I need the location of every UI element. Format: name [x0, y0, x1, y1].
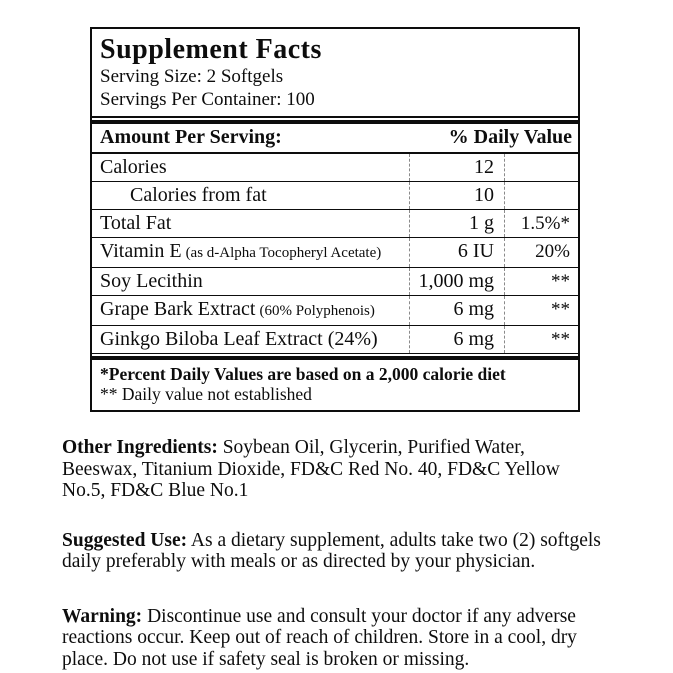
daily-value-header: % Daily Value: [448, 126, 572, 148]
nutrient-name-text: Ginkgo Biloba Leaf Extract (24%): [100, 328, 378, 350]
nutrient-name: Ginkgo Biloba Leaf Extract (24%): [92, 326, 409, 353]
nutrient-daily-value: **: [504, 326, 578, 353]
table-header: Amount Per Serving: % Daily Value: [92, 120, 578, 154]
nutrient-daily-value: **: [504, 296, 578, 325]
warning-text: Discontinue use and consult your doctor …: [62, 605, 577, 670]
table-row: Total Fat 1 g 1.5%*: [92, 209, 578, 237]
nutrient-daily-value: 1.5%*: [504, 210, 578, 237]
table-row: Grape Bark Extract (60% Polyphenois) 6 mg…: [92, 295, 578, 325]
other-ingredients-label: Other Ingredients:: [62, 437, 218, 458]
serving-size: Serving Size: 2 Softgels: [100, 66, 284, 87]
footnote-not-established: ** Daily value not established: [100, 384, 312, 404]
panel-title: Supplement Facts: [100, 34, 322, 65]
table-row: Calories 12: [92, 154, 578, 181]
table-row: Ginkgo Biloba Leaf Extract (24%) 6 mg **: [92, 325, 578, 353]
nutrient-amount: 6 mg: [409, 326, 504, 353]
panel-header-section: Supplement Facts Serving Size: 2 Softgel…: [92, 29, 578, 118]
nutrient-name: Grape Bark Extract (60% Polyphenois): [92, 296, 409, 325]
servings-per-container: Servings Per Container: 100: [100, 89, 315, 110]
footnote-daily-values: *Percent Daily Values are based on a 2,0…: [100, 364, 506, 384]
suggested-use-paragraph: Suggested Use: As a dietary supplement, …: [62, 530, 602, 573]
nutrient-amount: 12: [409, 154, 504, 181]
nutrient-daily-value: 20%: [504, 238, 578, 267]
nutrient-name: Calories from fat: [92, 182, 409, 209]
nutrient-amount: 6 IU: [409, 238, 504, 267]
footnote-section: *Percent Daily Values are based on a 2,0…: [92, 356, 578, 410]
supplement-facts-panel: Supplement Facts Serving Size: 2 Softgel…: [90, 27, 580, 412]
nutrient-daily-value: [504, 154, 578, 181]
nutrient-name: Soy Lecithin: [92, 268, 409, 295]
nutrient-amount: 1 g: [409, 210, 504, 237]
amount-per-serving-header: Amount Per Serving:: [100, 126, 282, 148]
nutrient-amount: 1,000 mg: [409, 268, 504, 295]
nutrient-name-text: Vitamin E: [100, 240, 182, 262]
nutrient-name-text: Soy Lecithin: [100, 270, 203, 292]
nutrient-amount: 6 mg: [409, 296, 504, 325]
warning-label: Warning:: [62, 605, 143, 627]
table-row: Soy Lecithin 1,000 mg **: [92, 267, 578, 295]
suggested-use-text: As a dietary supplement, adults take two…: [62, 529, 601, 573]
nutrient-name-detail: (60% Polyphenois): [259, 303, 375, 319]
nutrient-name: Vitamin E (as d-Alpha Tocopheryl Acetate): [92, 238, 409, 267]
nutrient-name-text: Total Fat: [100, 212, 172, 234]
warning-paragraph: Warning: Discontinue use and consult you…: [62, 606, 602, 671]
nutrient-name-text: Calories from fat: [130, 184, 267, 206]
facts-rows: Calories 12 Calories from fat 10 Total F…: [92, 154, 578, 354]
nutrient-name: Total Fat: [92, 210, 409, 237]
other-ingredients-text: Soybean Oil, Glycerin, Purified Water, B…: [62, 437, 560, 501]
table-row: Vitamin E (as d-Alpha Tocopheryl Acetate)…: [92, 237, 578, 267]
nutrient-amount: 10: [409, 182, 504, 209]
table-row: Calories from fat 10: [92, 181, 578, 209]
other-ingredients-paragraph: Other Ingredients: Soybean Oil, Glycerin…: [62, 437, 602, 502]
nutrient-name-text: Grape Bark Extract: [100, 298, 256, 320]
nutrient-daily-value: **: [504, 268, 578, 295]
nutrient-name-detail: (as d-Alpha Tocopheryl Acetate): [185, 245, 382, 261]
suggested-use-label: Suggested Use:: [62, 529, 188, 551]
nutrient-name: Calories: [92, 154, 409, 181]
nutrient-name-text: Calories: [100, 156, 167, 178]
nutrient-daily-value: [504, 182, 578, 209]
